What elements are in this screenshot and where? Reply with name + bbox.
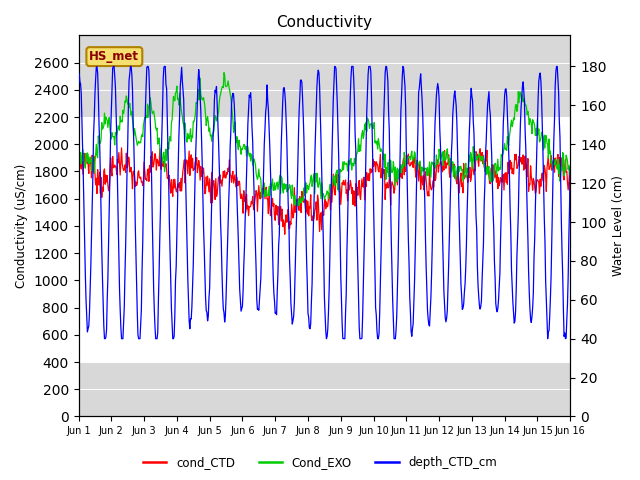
Bar: [79, 362, 570, 417]
Legend: cond_CTD, Cond_EXO, depth_CTD_cm: cond_CTD, Cond_EXO, depth_CTD_cm: [138, 452, 502, 474]
Y-axis label: Conductivity (uS/cm): Conductivity (uS/cm): [15, 164, 28, 288]
Text: HS_met: HS_met: [90, 50, 140, 63]
Bar: [79, 36, 570, 117]
Title: Conductivity: Conductivity: [276, 15, 372, 30]
Y-axis label: Water Level (cm): Water Level (cm): [612, 176, 625, 276]
